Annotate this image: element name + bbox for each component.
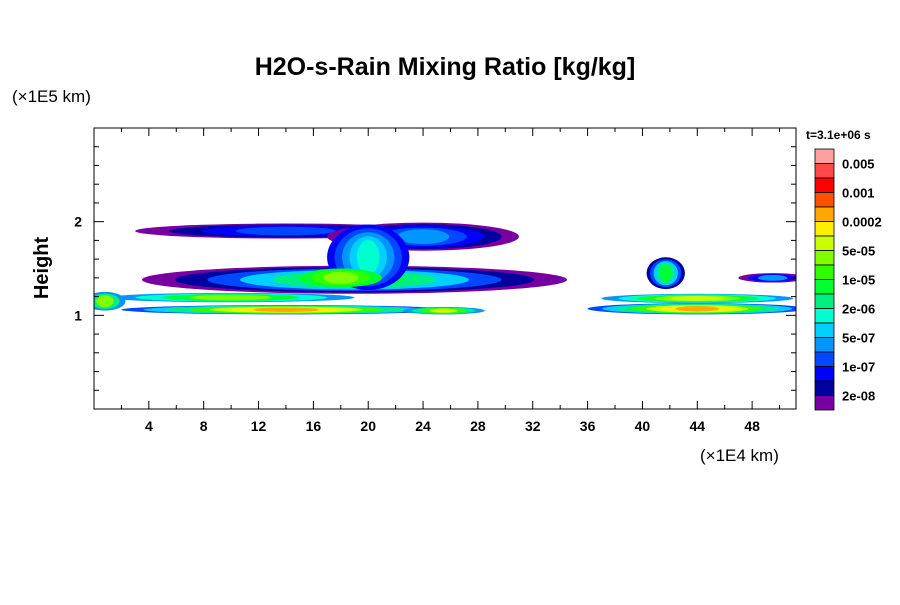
chart-title: H2O-s-Rain Mixing Ratio [kg/kg] [255, 53, 636, 81]
colorbar-swatch [814, 337, 835, 353]
colorbar-label: 5e-07 [842, 331, 875, 346]
time-label: t=3.1e+06 s [806, 128, 871, 142]
x-tick-label: 36 [580, 418, 596, 434]
contour-level-10 [96, 295, 114, 308]
x-tick-label: 12 [251, 418, 267, 434]
contour-level-11 [429, 308, 458, 313]
x-unit-label: (×1E4 km) [700, 446, 779, 465]
contour-level-6 [357, 239, 380, 275]
colorbar-swatch [814, 279, 835, 295]
x-tick-label: 48 [744, 418, 760, 434]
colorbar-swatch [814, 380, 835, 396]
x-tick-label: 8 [200, 418, 208, 434]
colorbar-swatch [814, 250, 835, 266]
x-tick-label: 4 [145, 418, 153, 434]
x-tick-label: 16 [306, 418, 322, 434]
contour-field [94, 222, 796, 315]
colorbar-swatch [814, 366, 835, 382]
colorbar-swatch [814, 177, 835, 193]
x-tick-label: 32 [525, 418, 541, 434]
colorbar-label: 1e-07 [842, 360, 875, 375]
contour-level-4 [758, 274, 788, 281]
colorbar-swatch [814, 148, 835, 164]
contour-level-10 [189, 294, 273, 301]
colorbar-swatch [814, 308, 835, 324]
y-axis-label: Height [31, 237, 53, 300]
y-tick-label: 1 [74, 307, 82, 323]
colorbar-label: 2e-08 [842, 389, 875, 404]
colorbar-label: 0.0002 [842, 215, 882, 230]
contour-level-8 [660, 264, 671, 282]
x-tick-label: 24 [415, 418, 431, 434]
x-tick-label: 40 [635, 418, 651, 434]
colorbar-swatch [814, 221, 835, 237]
plot-frame [93, 127, 797, 410]
colorbar-swatch [814, 192, 835, 208]
contour-level-11 [671, 296, 724, 301]
contour-level-13 [675, 306, 720, 312]
colorbar-swatch [814, 163, 835, 179]
colorbar-label: 0.001 [842, 186, 875, 201]
colorbar-swatch [814, 235, 835, 251]
colorbar-swatch [814, 351, 835, 367]
colorbar-swatch [814, 264, 835, 280]
colorbar-swatch [814, 322, 835, 338]
y-tick-label: 2 [74, 214, 82, 230]
colorbar-label: 1e-05 [842, 273, 875, 288]
colorbar: 0.005 0.001 0.0002 5e-05 1e-05 2e-06 5e-07 1e-0… [814, 148, 882, 411]
contour-level-10 [323, 271, 359, 284]
x-tick-label: 28 [470, 418, 486, 434]
y-unit-label: (×1E5 km) [12, 87, 91, 106]
contour-level-3 [235, 226, 337, 236]
x-tick-label: 44 [689, 418, 705, 434]
colorbar-label: 0.005 [842, 157, 875, 172]
colorbar-label: 2e-06 [842, 302, 875, 317]
colorbar-swatch [814, 293, 835, 309]
colorbar-swatch [814, 395, 835, 411]
contour-level-13 [253, 307, 319, 312]
contour-level-4 [396, 229, 450, 245]
colorbar-label: 5e-05 [842, 244, 875, 259]
colorbar-swatch [814, 206, 835, 222]
x-tick-label: 20 [360, 418, 376, 434]
